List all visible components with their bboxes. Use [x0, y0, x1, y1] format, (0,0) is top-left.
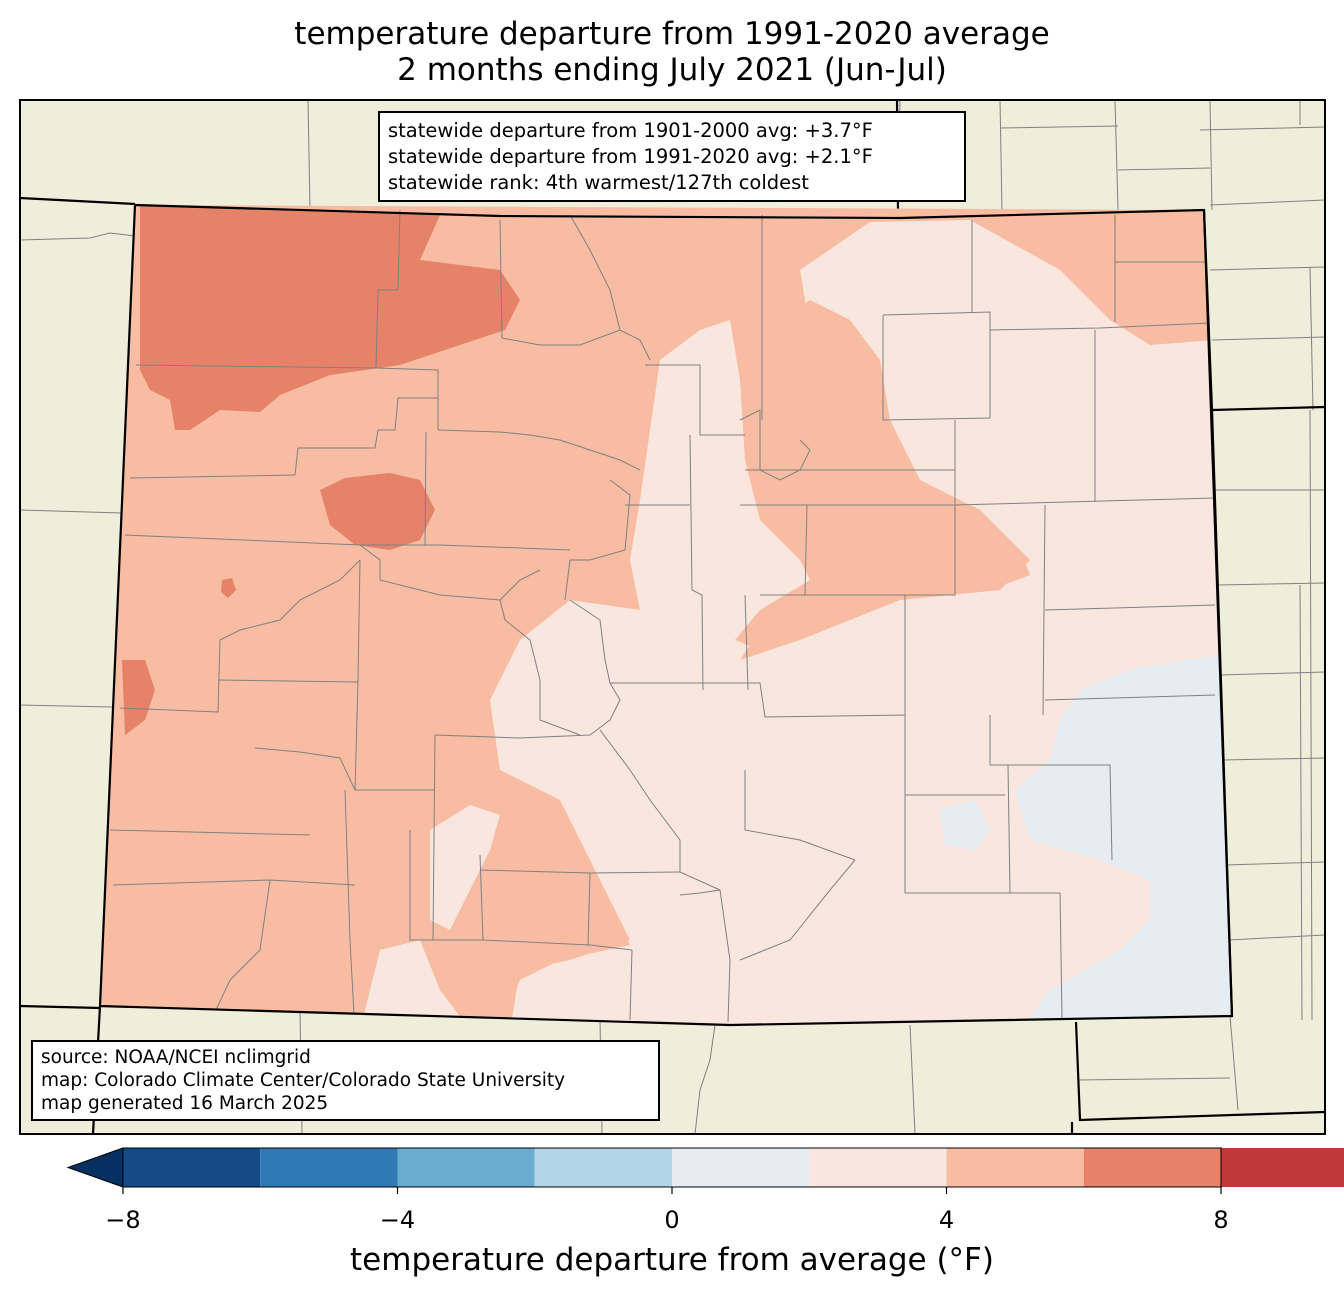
region-very-warm-spot: [221, 578, 236, 598]
source-box: source: NOAA/NCEI nclimgrid map: Colorad…: [31, 1040, 660, 1121]
stats-line-2: statewide departure from 1991-2020 avg: …: [388, 145, 873, 168]
kansas-nebraska-line: [1202, 209, 1234, 1017]
colorbar-tick-label: −8: [105, 1206, 141, 1234]
region-very-warm-central: [320, 473, 435, 550]
neighbor-county-lines: [20, 100, 1325, 1134]
colorbar-tick-label: 4: [938, 1206, 955, 1234]
colorbar-label: temperature departure from average (°F): [350, 1242, 994, 1278]
region-warm-east-central: [735, 500, 1030, 650]
map-title-line-2: 2 months ending July 2021 (Jun-Jul): [397, 52, 947, 88]
stats-line-1: statewide departure from 1901-2000 avg: …: [388, 119, 873, 142]
region-very-warm-west-edge: [122, 660, 155, 735]
source-line-3: map generated 16 March 2025: [41, 1093, 329, 1114]
statewide-stats-box: statewide departure from 1901-2000 avg: …: [378, 111, 966, 202]
region-cool-southeast-spot: [940, 800, 990, 850]
colorbar-tick-label: −4: [379, 1206, 416, 1234]
colorbar-tick-label: 0: [664, 1206, 680, 1234]
colorbar-tick-label: 8: [1213, 1206, 1229, 1234]
map-frame: [19, 99, 1326, 1135]
region-very-warm-northwest: [140, 205, 520, 430]
source-line-2: map: Colorado Climate Center/Colorado St…: [41, 1070, 566, 1091]
map-title: temperature departure from 1991-2020 ave…: [0, 16, 1344, 88]
region-warm-northeast: [970, 220, 1215, 345]
region-cool-southeast: [1015, 655, 1232, 1025]
region-near-normal-san-luis: [430, 805, 500, 930]
colorado-county-lines: [109, 209, 1216, 1023]
map-title-line-1: temperature departure from 1991-2020 ave…: [294, 16, 1050, 52]
region-near-normal-southwest: [360, 940, 470, 1025]
stats-line-3: statewide rank: 4th warmest/127th coldes…: [388, 171, 809, 194]
region-warm-front-range: [745, 300, 890, 470]
source-line-1: source: NOAA/NCEI nclimgrid: [41, 1047, 311, 1068]
anomaly-field: [100, 205, 1232, 1025]
